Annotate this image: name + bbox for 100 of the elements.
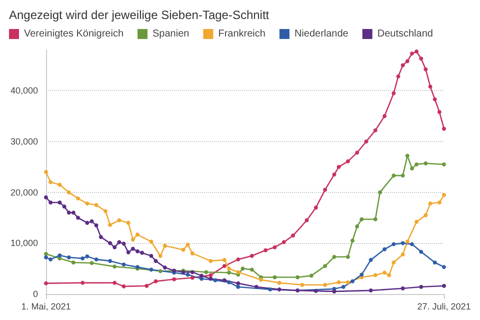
point [158,254,162,258]
legend-label: Vereinigtes Königreich [24,28,124,40]
point [254,284,258,289]
point [392,260,396,264]
point [208,258,213,263]
point [410,242,414,246]
point [291,234,296,238]
point [268,287,272,292]
point [332,254,336,259]
point [437,110,442,114]
point [332,172,336,177]
point [44,252,48,256]
point [44,255,48,260]
point [432,260,437,264]
x-tick-label: 27. Juli, 2021 [417,302,471,312]
point [94,203,98,208]
point [400,241,405,246]
point [264,248,268,252]
y-tick-label: 10,000 [10,238,38,248]
point [149,254,154,258]
point [190,251,194,256]
point [240,266,245,271]
point [314,206,318,210]
point [136,249,140,254]
point [90,260,94,265]
point [186,272,190,277]
point [190,270,194,274]
point [94,223,98,228]
y-tick-label: 20,000 [10,187,38,198]
point [213,278,218,282]
point [222,264,226,268]
point [410,166,414,170]
point [414,220,419,224]
point [85,202,90,206]
point [300,282,304,287]
point [400,63,405,68]
point [112,280,117,285]
point [122,262,126,267]
point [250,268,254,272]
point [108,222,112,227]
point [419,56,424,61]
y-tick-label: 40,000 [10,86,38,96]
y-tick-label: 0 [32,289,38,299]
point [442,284,446,288]
point [208,273,213,278]
point [373,217,378,222]
point [360,217,364,222]
point [336,164,341,169]
point [190,276,194,280]
point [400,174,405,178]
point [76,196,80,200]
point [442,192,446,197]
point [126,220,130,225]
point [414,162,419,166]
point [323,264,328,268]
point [392,174,396,178]
point [112,245,117,250]
point [396,74,400,78]
point [44,281,48,286]
point [309,274,314,278]
point [355,150,360,155]
point [172,277,176,282]
legend-label: Niederlande [294,28,349,40]
point [272,275,277,280]
point [428,84,432,89]
point [122,284,126,288]
point [149,240,154,244]
point [350,279,355,284]
point [144,284,149,288]
point [130,246,135,251]
point [373,273,378,278]
point [387,273,392,278]
point [58,182,62,187]
point [368,258,373,262]
point [226,280,231,284]
point [226,270,231,275]
point [419,250,424,254]
point [442,126,446,131]
point [392,242,396,246]
point [85,220,90,225]
point [76,216,80,220]
point [437,200,442,204]
point [71,210,76,215]
point [226,266,231,271]
point [154,279,158,284]
point [149,268,154,272]
point [405,154,410,158]
point [236,257,240,262]
point [410,52,414,56]
point [236,281,240,286]
point [400,252,405,256]
point [341,284,346,289]
point [432,97,437,102]
point [90,219,94,224]
y-tick-label: 30,000 [10,136,38,146]
point [250,254,254,258]
point [323,188,328,192]
point [162,244,167,248]
point [80,280,85,285]
point [162,266,167,270]
